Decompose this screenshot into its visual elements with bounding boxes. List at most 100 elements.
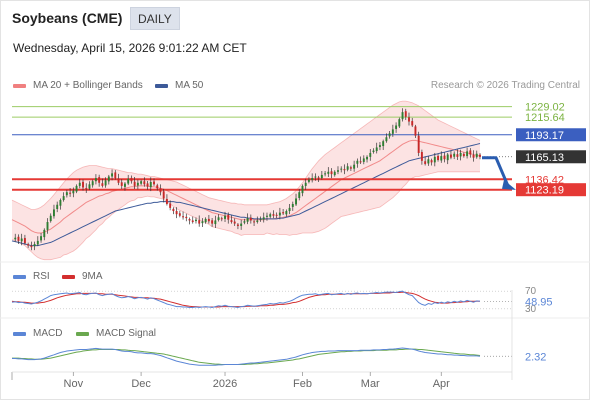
- candle-body: [117, 178, 120, 183]
- candle-body: [437, 155, 440, 161]
- candle-body: [449, 154, 452, 158]
- candle-body: [75, 185, 78, 192]
- candle-body: [111, 173, 114, 177]
- macd-swatch: [13, 331, 26, 336]
- candle-body: [349, 167, 352, 169]
- candle-body: [472, 154, 475, 158]
- candle-body: [427, 159, 430, 164]
- level-label-box-pivot: [516, 128, 586, 142]
- candle-body: [307, 179, 310, 182]
- candle-body: [82, 181, 84, 188]
- candle-body: [466, 151, 469, 157]
- candle-body: [356, 160, 359, 164]
- candle-body: [169, 203, 172, 208]
- level-label-resistance: 1229.02: [525, 102, 565, 114]
- candle-body: [430, 160, 433, 163]
- candle-body: [14, 237, 17, 240]
- candle-body: [456, 154, 459, 157]
- candle-body: [269, 214, 272, 217]
- candle-body: [233, 221, 236, 224]
- candle-body: [133, 181, 136, 186]
- candle-body: [301, 185, 304, 194]
- candle-body: [401, 112, 404, 120]
- candle-body: [162, 191, 165, 199]
- candle-body: [59, 200, 62, 206]
- candle-body: [204, 218, 207, 223]
- legend-bollinger-label: MA 20 + Bollinger Bands: [33, 80, 143, 91]
- candle-body: [372, 150, 375, 153]
- candle-body: [127, 178, 130, 184]
- candle-body: [165, 198, 168, 204]
- candle-body: [146, 183, 149, 187]
- x-tick-label: 2026: [213, 378, 237, 390]
- bollinger-lower-line: [11, 171, 480, 261]
- candle-body: [36, 240, 39, 245]
- candle-body: [246, 218, 249, 222]
- rsi-ma-swatch: [62, 274, 75, 279]
- candle-body: [182, 216, 185, 218]
- candle-body: [327, 171, 330, 174]
- candle-body: [295, 198, 297, 205]
- candle-body: [227, 214, 230, 220]
- candle-body: [446, 154, 449, 161]
- candle-body: [130, 177, 133, 182]
- candle-body: [94, 178, 97, 182]
- candle-body: [172, 208, 175, 212]
- candle-body: [324, 173, 327, 175]
- candle-body: [395, 125, 398, 129]
- candle-body: [304, 182, 307, 186]
- candle-body: [414, 126, 417, 136]
- forecast-arrow-line: [482, 156, 510, 187]
- legend-macd-signal: MACD Signal: [76, 328, 156, 339]
- candle-body: [207, 218, 210, 222]
- candle-body: [107, 176, 110, 182]
- candle-body: [217, 217, 220, 220]
- candle-body: [453, 153, 456, 157]
- candle-body: [459, 152, 462, 157]
- candle-body: [378, 145, 381, 147]
- candle-body: [114, 172, 117, 179]
- candle-body: [236, 224, 239, 226]
- legend-rsi-ma-label: 9MA: [82, 271, 103, 282]
- candle-body: [340, 168, 343, 170]
- macd-signal-swatch: [76, 331, 89, 336]
- source-credit: Research © 2026 Trading Central: [430, 80, 580, 91]
- candle-body: [23, 238, 26, 244]
- candle-body: [443, 155, 446, 160]
- candle-body: [49, 215, 52, 222]
- candle-body: [243, 221, 246, 223]
- level-label-support: 1123.19: [525, 185, 564, 197]
- ma50-line: [11, 143, 481, 247]
- candle-body: [337, 170, 339, 172]
- candle-body: [214, 220, 217, 225]
- candle-body: [278, 212, 281, 216]
- candle-body: [88, 184, 91, 189]
- candle-body: [359, 161, 362, 163]
- instrument-title: Soybeans (CME): [12, 10, 123, 26]
- candle-body: [188, 219, 191, 221]
- macd-line: [12, 347, 481, 366]
- legend-rsi: RSI: [13, 271, 50, 282]
- forecast-arrow-head: [502, 179, 516, 190]
- candle-body: [249, 217, 252, 221]
- level-label-pivot: 1193.17: [525, 130, 564, 142]
- legend-macd-label: MACD: [33, 328, 63, 339]
- candle-body: [72, 190, 75, 194]
- candle-body: [211, 220, 214, 224]
- candle-body: [27, 244, 30, 246]
- legend-macd-signal-label: MACD Signal: [96, 328, 157, 339]
- period-badge[interactable]: DAILY: [130, 7, 180, 30]
- candle-body: [411, 121, 414, 126]
- candle-body: [343, 169, 346, 171]
- candle-body: [298, 192, 301, 199]
- ma50-swatch: [155, 83, 168, 88]
- candle-body: [391, 129, 394, 134]
- candle-body: [159, 188, 162, 193]
- x-tick-label: Nov: [64, 378, 84, 390]
- candle-body: [353, 164, 356, 169]
- candle-body: [104, 180, 107, 186]
- candle-body: [201, 221, 204, 224]
- ma20-line: [11, 139, 481, 234]
- candle-body: [65, 192, 68, 196]
- candle-body: [124, 183, 126, 187]
